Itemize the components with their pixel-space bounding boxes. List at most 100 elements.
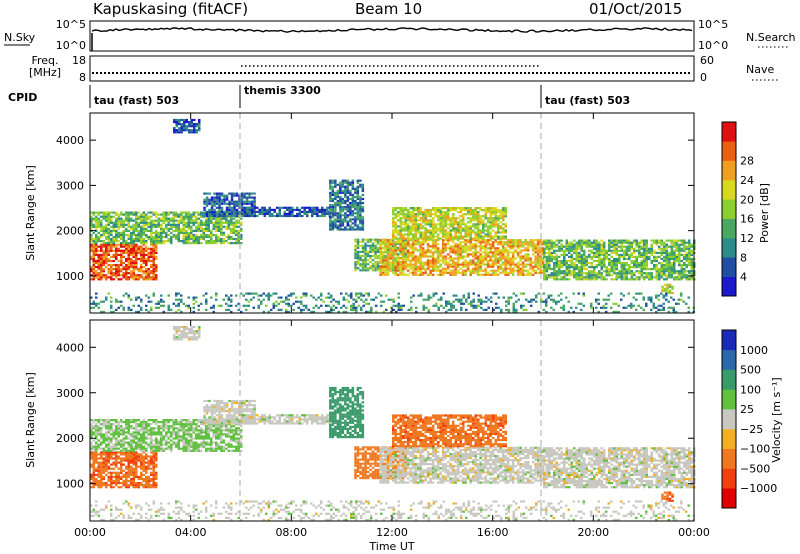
power-echo-cell	[263, 208, 266, 211]
power-echo-cell	[668, 285, 672, 288]
power-echo-cell	[593, 245, 596, 248]
power-echo-cell	[100, 215, 103, 218]
power-echo-cell	[414, 261, 417, 264]
power-echo-cell	[107, 213, 110, 216]
power-echo-cell	[501, 243, 505, 246]
power-echo-cell	[100, 264, 103, 267]
power-echo-cell	[248, 212, 251, 215]
power-echo-cell	[487, 209, 490, 212]
power-echo-cell	[640, 264, 643, 267]
power-echo-cell	[354, 189, 357, 192]
power-echo-cell	[449, 219, 452, 222]
power-echo-cell	[477, 217, 480, 220]
power-echo-cell	[442, 207, 445, 210]
power-echo-cell	[673, 251, 676, 254]
power-echo-cell	[369, 257, 372, 260]
power-echo-cell	[107, 272, 110, 275]
power-echo-cell	[180, 300, 183, 303]
power-echo-cell	[165, 233, 168, 237]
power-echo-cell	[225, 227, 228, 230]
power-echo-cell	[456, 253, 460, 256]
power-echo-cell	[645, 247, 648, 250]
power-echo-cell	[451, 261, 455, 264]
power-echo-cell	[491, 259, 495, 262]
power-echo-cell	[205, 212, 209, 215]
power-echo-cell	[127, 243, 130, 246]
power-echo-cell	[668, 239, 671, 242]
power-echo-cell	[346, 197, 350, 201]
power-echo-cell	[183, 121, 186, 124]
power-echo-cell	[539, 239, 542, 242]
power-echo-cell	[598, 241, 601, 244]
power-echo-cell	[102, 274, 105, 277]
power-echo-cell	[482, 227, 485, 230]
power-echo-cell	[273, 214, 276, 218]
power-echo-cell	[422, 298, 425, 301]
power-echo-cell	[142, 261, 145, 265]
power-echo-cell	[290, 304, 293, 307]
power-echo-cell	[355, 306, 358, 309]
power-echo-cell	[409, 255, 412, 258]
power-echo-cell	[132, 233, 135, 237]
power-echo-cell	[173, 129, 176, 132]
power-echo-cell	[608, 245, 611, 248]
power-echo-cell	[369, 240, 372, 243]
power-echo-cell	[155, 211, 158, 214]
power-echo-cell	[623, 257, 626, 261]
power-echo-cell	[410, 306, 413, 309]
power-echo-cell	[190, 129, 193, 132]
power-echo-cell	[421, 241, 425, 244]
power-echo-cell	[499, 263, 502, 266]
power-echo-cell	[675, 270, 678, 273]
power-echo-cell	[110, 237, 113, 241]
power-echo-cell	[660, 257, 663, 261]
power-echo-cell	[583, 268, 586, 271]
power-echo-cell	[310, 310, 313, 313]
power-echo-cell	[369, 250, 372, 253]
power-echo-cell	[401, 247, 405, 250]
power-echo-cell	[105, 227, 108, 230]
power-echo-cell	[142, 223, 145, 226]
power-echo-cell	[447, 237, 450, 240]
power-echo-cell	[366, 259, 370, 262]
power-echo-cell	[548, 257, 551, 261]
power-echo-cell	[384, 239, 387, 242]
power-echo-cell	[404, 237, 407, 240]
power-echo-cell	[361, 208, 365, 211]
power-echo-cell	[215, 298, 218, 301]
power-echo-cell	[162, 240, 165, 243]
power-echo-cell	[389, 245, 392, 248]
power-echo-cell	[182, 219, 185, 222]
power-echo-cell	[449, 255, 452, 258]
power-echo-cell	[598, 270, 601, 273]
power-echo-cell	[661, 287, 664, 290]
power-echo-cell	[361, 267, 365, 270]
power-echo-cell	[326, 208, 329, 211]
power-echo-cell	[655, 274, 658, 277]
power-echo-cell	[298, 212, 301, 215]
power-echo-cell	[663, 247, 666, 250]
power-echo-cell	[175, 229, 178, 232]
power-echo-cell	[466, 247, 470, 250]
power-echo-cell	[444, 257, 447, 260]
power-echo-cell	[192, 235, 195, 239]
power-echo-cell	[658, 245, 661, 248]
power-echo-cell	[95, 223, 98, 226]
power-echo-cell	[558, 259, 561, 263]
power-echo-cell	[439, 249, 442, 252]
power-echo-cell	[643, 276, 646, 279]
power-echo-cell	[663, 274, 666, 277]
power-echo-cell	[399, 239, 402, 242]
power-echo-cell	[521, 243, 525, 246]
power-echo-cell	[107, 227, 110, 230]
power-echo-cell	[140, 227, 143, 230]
power-echo-cell	[524, 263, 527, 266]
power-echo-cell	[213, 202, 216, 205]
power-echo-cell	[496, 247, 500, 250]
power-echo-cell	[436, 259, 440, 262]
power-echo-cell	[359, 250, 362, 253]
power-echo-cell	[593, 259, 596, 263]
power-echo-cell	[479, 249, 482, 252]
power-echo-cell	[422, 306, 425, 309]
power-echo-cell	[454, 249, 457, 252]
